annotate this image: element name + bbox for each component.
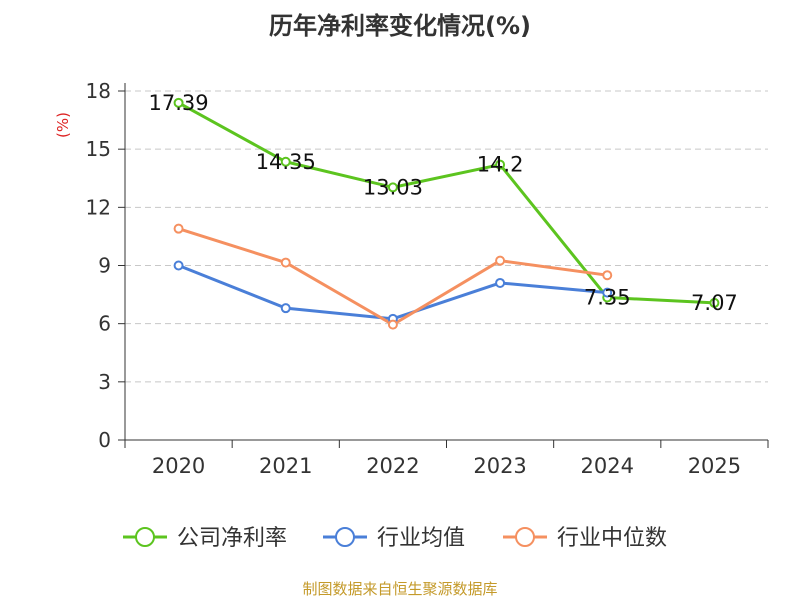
data-point	[387, 182, 398, 193]
y-tick-label: 9	[98, 254, 111, 278]
data-point	[709, 297, 720, 308]
legend-label: 行业均值	[377, 526, 465, 551]
data-point	[280, 156, 291, 167]
y-tick-label: 3	[98, 370, 111, 394]
series-line	[178, 264, 608, 321]
x-tick-label: 2020	[152, 454, 205, 478]
data-label: 17.39	[149, 91, 209, 115]
x-tick-label: 2024	[581, 454, 634, 478]
data-label: 7.07	[691, 291, 738, 315]
legend-swatch-marker	[135, 527, 155, 547]
y-tick-label: 6	[98, 312, 111, 336]
series-line	[177, 101, 715, 305]
x-tick-label: 2022	[366, 454, 419, 478]
data-point	[280, 257, 291, 268]
y-tick-label: 0	[98, 428, 111, 452]
data-point	[387, 319, 398, 330]
x-tick-label: 2021	[259, 454, 312, 478]
data-point	[173, 97, 184, 108]
legend-swatch-marker	[335, 527, 355, 547]
legend-label: 行业中位数	[557, 526, 667, 551]
data-label: 14.2	[477, 153, 524, 177]
data-point	[495, 159, 506, 170]
legend-label: 公司净利率	[177, 526, 287, 551]
y-tick-label: 18	[86, 79, 111, 103]
x-tick-label: 2025	[688, 454, 741, 478]
data-point	[495, 277, 506, 288]
data-point	[602, 287, 613, 298]
y-axis-label: (%)	[54, 112, 72, 138]
data-point	[173, 223, 184, 234]
data-point	[602, 270, 613, 281]
series-line	[178, 227, 608, 327]
data-point	[495, 255, 506, 266]
y-tick-label: 15	[86, 137, 111, 161]
data-point	[173, 260, 184, 271]
data-label: 7.35	[584, 285, 631, 309]
data-point	[280, 303, 291, 314]
chart-title: 历年净利率变化情况(%)	[269, 12, 531, 40]
data-label: 13.03	[363, 175, 423, 199]
source-note: 制图数据来自恒生聚源数据库	[302, 580, 498, 598]
legend-swatch-marker	[515, 527, 535, 547]
data-label: 14.35	[256, 150, 316, 174]
x-tick-label: 2023	[473, 454, 526, 478]
y-tick-label: 12	[86, 195, 111, 219]
